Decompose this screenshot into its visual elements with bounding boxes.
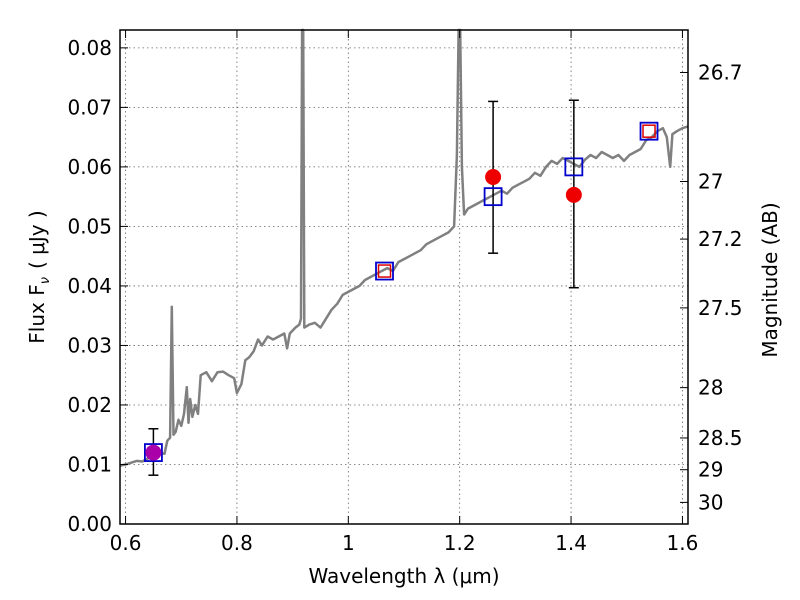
y-axis-label-main: Flux F	[25, 284, 49, 343]
model-square-marker	[375, 261, 394, 281]
x-tick-label: 1.4	[555, 531, 587, 555]
x-tick-label: 1.2	[444, 531, 476, 555]
plot-frame	[119, 29, 689, 525]
y-tick-label: 0.02	[67, 393, 112, 417]
y-axis-label-unit: ( μJy )	[25, 210, 49, 269]
model-square-marker	[144, 443, 163, 462]
y2-axis-label: Magnitude (AB)	[758, 202, 782, 357]
y2-tick-label: 29	[698, 458, 723, 482]
y-axis-label-sub: ν	[38, 277, 53, 284]
x-tick-label: 0.6	[110, 531, 142, 555]
x-tick-label: 0.8	[221, 531, 253, 555]
y-tick-label: 0.01	[67, 452, 112, 476]
y-tick-label: 0.04	[67, 274, 112, 298]
y-tick-label: 0.07	[67, 95, 112, 119]
y2-tick-label: 27.5	[698, 296, 743, 320]
spectrum	[119, 28, 689, 467]
y-tick-label: 0.06	[67, 155, 112, 179]
model-square-marker	[564, 157, 584, 177]
y-axis-label: Flux Fν ( μJy )	[25, 210, 53, 343]
y2-tick-label: 30	[698, 490, 723, 514]
y2-tick-label: 27.2	[698, 227, 743, 251]
spectrum-line	[119, 28, 689, 467]
observed-point-marker	[145, 444, 162, 461]
x-tick-label: 1.6	[667, 531, 699, 555]
x-tick-label: 1	[342, 531, 355, 555]
observed-point-marker	[565, 186, 582, 203]
grid	[120, 30, 688, 525]
y2-tick-label: 26.7	[698, 60, 743, 84]
inner-square-marker	[642, 124, 656, 138]
y2-tick-label: 28	[698, 376, 723, 400]
inner-square-marker	[377, 264, 392, 278]
ticks: 0.6 0.8 1 1.2 1.4 1.6 0.00 0.01 0.02 0.03 0.04 0.05…	[67, 30, 743, 555]
y2-tick-label: 28.5	[698, 426, 743, 450]
y-tick-label: 0.03	[67, 333, 112, 357]
model-square-marker	[639, 121, 659, 141]
y-tick-label: 0.08	[67, 36, 112, 60]
x-axis-label: Wavelength λ (μm)	[308, 564, 499, 588]
markers	[144, 99, 659, 476]
y2-tick-label: 27	[698, 169, 723, 193]
model-square-marker	[483, 187, 503, 207]
observed-point-marker	[485, 169, 502, 186]
y-tick-label: 0.00	[67, 512, 112, 536]
y-tick-label: 0.05	[67, 214, 112, 238]
